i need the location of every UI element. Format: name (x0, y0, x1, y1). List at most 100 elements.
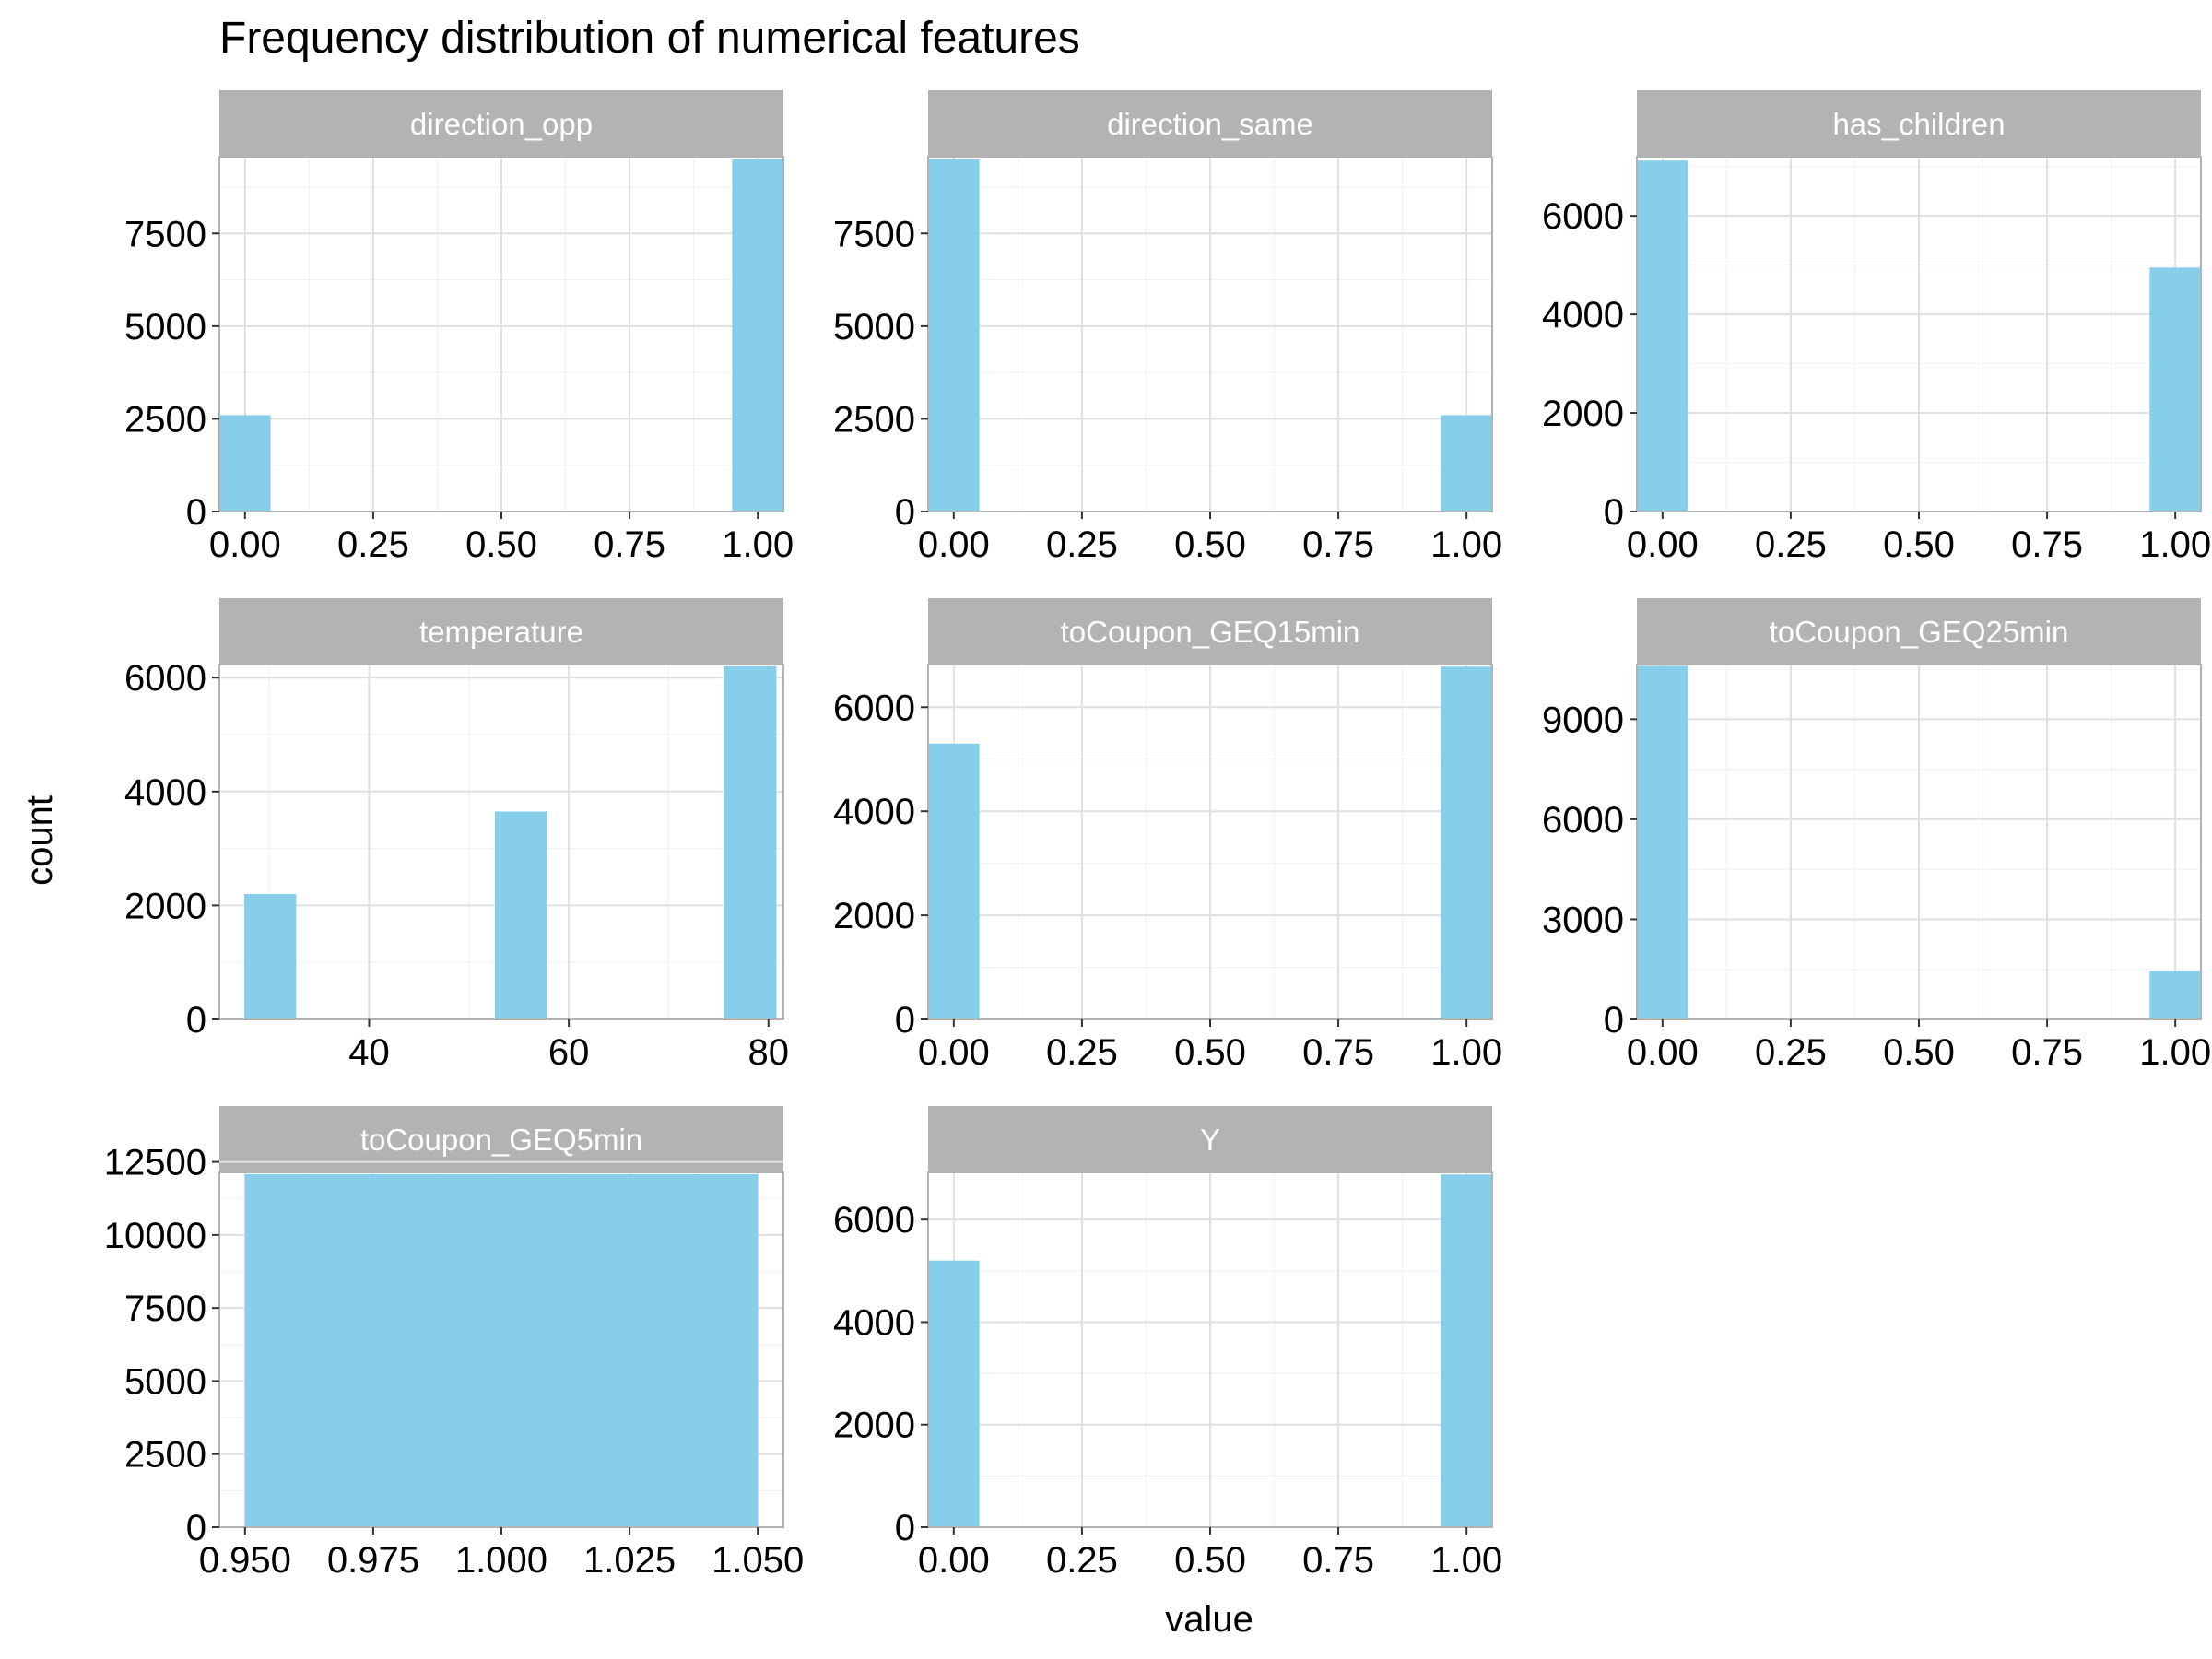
y-tick-label: 2000 (124, 886, 206, 926)
x-tick-label: 0.950 (199, 1540, 291, 1581)
panel-tocoupon-geq15min: toCoupon_GEQ15min 0.00 0.25 0.50 0.75 1.00 0 20… (833, 598, 1502, 1073)
x-tick-label: 1.00 (2139, 1032, 2211, 1073)
x-axis-label: value (1165, 1599, 1253, 1640)
bar-tocoupon-geq15min-0 (928, 743, 980, 1019)
y-tick-label: 7500 (833, 214, 915, 254)
x-ticks-tocoupon-geq25min: 0.00 0.25 0.50 0.75 1.00 (1627, 1019, 2211, 1073)
x-tick-label: 1.00 (2139, 524, 2211, 565)
panel-y: Y 0.00 0.25 0.50 0.75 1.00 0 2000 4000 6000 (833, 1106, 1502, 1581)
y-tick-label: 0 (895, 1508, 915, 1548)
y-tick-label: 0 (186, 492, 206, 533)
x-tick-label: 0.25 (1046, 1032, 1118, 1073)
y-ticks-direction-opp: 0 2500 5000 7500 (124, 214, 219, 533)
strip-tocoupon-geq15min (928, 598, 1492, 665)
x-tick-label: 0.50 (1174, 1540, 1246, 1581)
bars-y (928, 1174, 1492, 1527)
gridlines-direction-same (928, 157, 1492, 512)
bar-direction-same-1 (1441, 415, 1492, 512)
y-tick-label: 2000 (833, 1406, 915, 1446)
y-tick-label: 6000 (1542, 196, 1624, 237)
x-tick-label: 40 (348, 1032, 390, 1073)
y-tick-label: 6000 (833, 1200, 915, 1241)
x-ticks-tocoupon-geq15min: 0.00 0.25 0.50 0.75 1.00 (918, 1019, 1502, 1073)
strip-has-children (1637, 90, 2201, 157)
y-tick-label: 0 (186, 1508, 206, 1548)
gridlines-direction-opp (219, 157, 783, 512)
bar-has-children-1 (2149, 267, 2201, 512)
panel-direction-opp: direction_opp 0.00 0.25 0.50 0.75 1.00 0 2500 50… (124, 90, 794, 565)
y-tick-label: 10000 (104, 1216, 206, 1256)
y-tick-label: 2500 (833, 399, 915, 440)
bar-direction-opp-0 (219, 415, 271, 512)
x-tick-label: 0.75 (1302, 1540, 1374, 1581)
y-tick-label: 2000 (1542, 394, 1624, 434)
y-tick-label: 9000 (1542, 700, 1624, 740)
y-tick-label: 0 (186, 1000, 206, 1041)
bar-direction-opp-1 (732, 159, 783, 512)
x-tick-label: 1.050 (712, 1540, 804, 1581)
x-tick-label: 0.25 (1046, 524, 1118, 565)
x-tick-label: 0.975 (327, 1540, 419, 1581)
bar-temperature-1 (494, 811, 547, 1019)
strip-label-tocoupon-geq25min: toCoupon_GEQ25min (1770, 615, 2069, 649)
x-tick-label: 1.00 (1430, 524, 1502, 565)
panel-tocoupon-geq25min: toCoupon_GEQ25min 0.00 0.25 0.50 0.75 1.00 0 30… (1542, 598, 2211, 1073)
x-tick-label: 0.50 (1174, 524, 1246, 565)
bar-temperature-2 (724, 665, 777, 1019)
x-ticks-direction-same: 0.00 0.25 0.50 0.75 1.00 (918, 512, 1502, 565)
y-tick-label: 5000 (124, 307, 206, 347)
x-tick-label: 0.00 (209, 524, 281, 565)
x-tick-label: 0.25 (1046, 1540, 1118, 1581)
x-ticks-has-children: 0.00 0.25 0.50 0.75 1.00 (1627, 512, 2211, 565)
strip-tocoupon-geq25min (1637, 598, 2201, 665)
bars-tocoupon-geq5min (244, 1173, 759, 1527)
x-tick-label: 0.00 (918, 524, 990, 565)
x-tick-label: 0.00 (918, 1032, 990, 1073)
x-tick-label: 1.00 (1430, 1032, 1502, 1073)
panel-tocoupon-geq5min: toCoupon_GEQ5min 0.950 0.975 1.000 1.025 1.05… (104, 1106, 804, 1581)
x-tick-label: 0.75 (2011, 1032, 2083, 1073)
x-ticks-temperature: 40 60 80 (348, 1019, 789, 1073)
strip-label-direction-opp: direction_opp (410, 107, 593, 141)
bar-tocoupon-geq25min-1 (2149, 971, 2201, 1019)
bar-y-1 (1441, 1174, 1492, 1527)
x-tick-label: 0.50 (1883, 524, 1955, 565)
x-tick-label: 0.00 (918, 1540, 990, 1581)
x-tick-label: 1.025 (583, 1540, 676, 1581)
bars-tocoupon-geq25min (1637, 665, 2201, 1019)
y-ticks-tocoupon-geq5min: 0 2500 5000 7500 10000 12500 (104, 1143, 219, 1548)
y-tick-label: 6000 (1542, 800, 1624, 841)
x-tick-label: 80 (748, 1032, 790, 1073)
bar-direction-same-0 (928, 159, 980, 512)
y-ticks-direction-same: 0 2500 5000 7500 (833, 214, 928, 533)
x-tick-label: 0.50 (1174, 1032, 1246, 1073)
bar-tocoupon-geq15min-1 (1441, 666, 1492, 1019)
panel-direction-same: direction_same 0.00 0.25 0.50 0.75 1.00 0 2500 5… (833, 90, 1502, 565)
strip-temperature (219, 598, 783, 665)
y-tick-label: 12500 (104, 1143, 206, 1183)
bars-tocoupon-geq15min (928, 666, 1492, 1019)
x-ticks-tocoupon-geq5min: 0.950 0.975 1.000 1.025 1.050 (199, 1527, 804, 1581)
x-ticks-y: 0.00 0.25 0.50 0.75 1.00 (918, 1527, 1502, 1581)
y-tick-label: 0 (1604, 1000, 1624, 1041)
bars-direction-opp (219, 159, 783, 512)
y-tick-label: 0 (1604, 492, 1624, 533)
y-ticks-tocoupon-geq25min: 0 3000 6000 9000 (1542, 700, 1637, 1041)
y-tick-label: 6000 (124, 658, 206, 699)
x-tick-label: 0.50 (1883, 1032, 1955, 1073)
x-tick-label: 1.000 (455, 1540, 547, 1581)
x-tick-label: 0.00 (1627, 524, 1699, 565)
x-ticks-direction-opp: 0.00 0.25 0.50 0.75 1.00 (209, 512, 794, 565)
bar-y-0 (928, 1260, 980, 1527)
x-tick-label: 0.75 (1302, 524, 1374, 565)
x-tick-label: 0.75 (1302, 1032, 1374, 1073)
strip-y (928, 1106, 1492, 1172)
y-tick-label: 7500 (124, 214, 206, 254)
y-tick-label: 4000 (124, 772, 206, 813)
strip-label-direction-same: direction_same (1107, 107, 1313, 141)
y-ticks-has-children: 0 2000 4000 6000 (1542, 196, 1637, 533)
strip-label-has-children: has_children (1832, 107, 2005, 141)
bar-has-children-0 (1637, 160, 1688, 512)
x-tick-label: 1.00 (722, 524, 794, 565)
